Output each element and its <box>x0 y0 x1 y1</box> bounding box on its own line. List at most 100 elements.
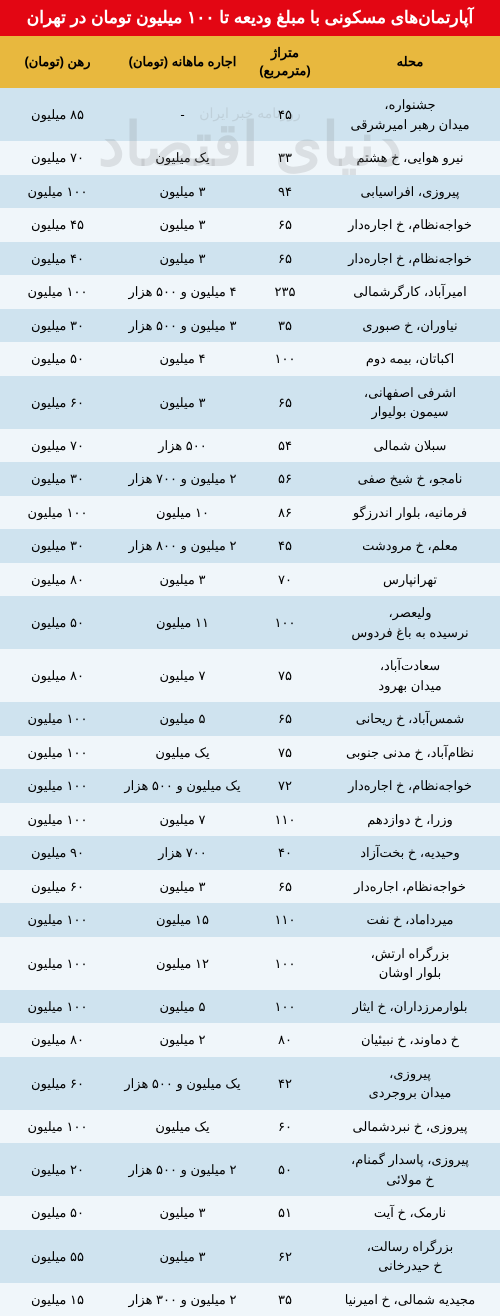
table-row: خواجه‌نظام، اجاره‌دار۶۵۳ میلیون۶۰ میلیون <box>0 870 500 904</box>
cell-rent: ۲ میلیون و ۷۰۰ هزار <box>115 462 250 496</box>
cell-location: جشنواره،میدان رهبر امیرشرقی <box>320 88 500 141</box>
cell-deposit: ۱۰۰ میلیون <box>0 736 115 770</box>
cell-location: نیرو هوایی، خ هشتم <box>320 141 500 175</box>
cell-area: ۱۰۰ <box>250 990 320 1024</box>
table-row: وزرا، خ دوازدهم۱۱۰۷ میلیون۱۰۰ میلیون <box>0 803 500 837</box>
cell-location: پیروزی،میدان بروجردی <box>320 1057 500 1110</box>
table-row: نظام‌آباد، خ مدنی جنوبی۷۵یک میلیون۱۰۰ می… <box>0 736 500 770</box>
table-row: نیاوران، خ صبوری۳۵۳ میلیون و ۵۰۰ هزار۳۰ … <box>0 309 500 343</box>
cell-area: ۱۱۰ <box>250 803 320 837</box>
cell-deposit: ۶۰ میلیون <box>0 1057 115 1110</box>
cell-deposit: ۵۵ میلیون <box>0 1230 115 1283</box>
cell-deposit: ۳۰ میلیون <box>0 462 115 496</box>
table-row: ولیعصر،نرسیده به باغ فردوس۱۰۰۱۱ میلیون۵۰… <box>0 596 500 649</box>
cell-rent: یک میلیون <box>115 736 250 770</box>
table-row: میرداماد، خ نفت۱۱۰۱۵ میلیون۱۰۰ میلیون <box>0 903 500 937</box>
cell-rent: یک میلیون <box>115 1110 250 1144</box>
cell-area: ۸۶ <box>250 496 320 530</box>
cell-location: پیروزی، خ نبردشمالی <box>320 1110 500 1144</box>
cell-area: ۱۰۰ <box>250 596 320 649</box>
cell-location: نظام‌آباد، خ مدنی جنوبی <box>320 736 500 770</box>
cell-location: نیاوران، خ صبوری <box>320 309 500 343</box>
cell-area: ۵۱ <box>250 1196 320 1230</box>
cell-area: ۶۵ <box>250 702 320 736</box>
cell-location: بزرگراه رسالت،خ حیدرخانی <box>320 1230 500 1283</box>
table-row: خ دماوند، خ نبیئیان۸۰۲ میلیون۸۰ میلیون <box>0 1023 500 1057</box>
cell-deposit: ۶۰ میلیون <box>0 376 115 429</box>
cell-area: ۴۲ <box>250 1057 320 1110</box>
cell-rent: ۴ میلیون <box>115 342 250 376</box>
cell-area: ۶۵ <box>250 376 320 429</box>
table-row: نارمک، خ آیت۵۱۳ میلیون۵۰ میلیون <box>0 1196 500 1230</box>
cell-rent: ۳ میلیون <box>115 208 250 242</box>
cell-deposit: ۸۰ میلیون <box>0 1023 115 1057</box>
cell-deposit: ۸۰ میلیون <box>0 649 115 702</box>
table-row: سعادت‌آباد،میدان بهرود۷۵۷ میلیون۸۰ میلیو… <box>0 649 500 702</box>
cell-area: ۵۴ <box>250 429 320 463</box>
table-row: اکباتان، بیمه دوم۱۰۰۴ میلیون۵۰ میلیون <box>0 342 500 376</box>
cell-deposit: ۴۰ میلیون <box>0 242 115 276</box>
cell-location: شمس‌آباد، خ ریحانی <box>320 702 500 736</box>
table-row: نیرو هوایی، خ هشتم۳۳یک میلیون۷۰ میلیون <box>0 141 500 175</box>
cell-deposit: ۲۰ میلیون <box>0 1143 115 1196</box>
cell-location: سبلان شمالی <box>320 429 500 463</box>
cell-area: ۶۵ <box>250 242 320 276</box>
table-row: امیرآباد، کارگرشمالی۲۳۵۴ میلیون و ۵۰۰ هز… <box>0 275 500 309</box>
cell-area: ۳۳ <box>250 141 320 175</box>
cell-location: خواجه‌نظام، خ اجاره‌دار <box>320 769 500 803</box>
table-row: بزرگراه رسالت،خ حیدرخانی۶۲۳ میلیون۵۵ میل… <box>0 1230 500 1283</box>
cell-deposit: ۱۰۰ میلیون <box>0 702 115 736</box>
cell-location: اشرفی اصفهانی،سیمون بولیوار <box>320 376 500 429</box>
cell-location: خواجه‌نظام، خ اجاره‌دار <box>320 242 500 276</box>
cell-rent: ۳ میلیون <box>115 175 250 209</box>
table-row: بلوارمرزداران، خ ایثار۱۰۰۵ میلیون۱۰۰ میل… <box>0 990 500 1024</box>
table-row: جشنواره،میدان رهبر امیرشرقی۴۵-۸۵ میلیون <box>0 88 500 141</box>
cell-area: ۷۰ <box>250 563 320 597</box>
cell-area: ۶۵ <box>250 870 320 904</box>
col-header-area: متراژ (مترمربع) <box>250 36 320 88</box>
table-row: تهرانپارس۷۰۳ میلیون۸۰ میلیون <box>0 563 500 597</box>
table-row: سبلان شمالی۵۴۵۰۰ هزار۷۰ میلیون <box>0 429 500 463</box>
cell-rent: ۷۰۰ هزار <box>115 836 250 870</box>
cell-area: ۲۳۵ <box>250 275 320 309</box>
col-header-deposit: رهن (تومان) <box>0 36 115 88</box>
cell-deposit: ۱۵ میلیون <box>0 1283 115 1316</box>
table-row: پیروزی، افراسیابی۹۴۳ میلیون۱۰۰ میلیون <box>0 175 500 209</box>
table-row: مجیدیه شمالی، خ امیرنیا۳۵۲ میلیون و ۳۰۰ … <box>0 1283 500 1316</box>
cell-location: پیروزی، پاسدار گمنام،خ مولائی <box>320 1143 500 1196</box>
table-row: خواجه‌نظام، خ اجاره‌دار۶۵۳ میلیون۴۵ میلی… <box>0 208 500 242</box>
cell-location: تهرانپارس <box>320 563 500 597</box>
cell-rent: ۳ میلیون <box>115 1230 250 1283</box>
cell-rent: ۲ میلیون و ۸۰۰ هزار <box>115 529 250 563</box>
cell-rent: یک میلیون و ۵۰۰ هزار <box>115 1057 250 1110</box>
table-row: شمس‌آباد، خ ریحانی۶۵۵ میلیون۱۰۰ میلیون <box>0 702 500 736</box>
cell-area: ۷۲ <box>250 769 320 803</box>
cell-location: خواجه‌نظام، اجاره‌دار <box>320 870 500 904</box>
col-header-location: محله <box>320 36 500 88</box>
table-row: معلم، خ مرودشت۴۵۲ میلیون و ۸۰۰ هزار۳۰ می… <box>0 529 500 563</box>
table-row: وحیدیه، خ بخت‌آزاد۴۰۷۰۰ هزار۹۰ میلیون <box>0 836 500 870</box>
cell-location: نارمک، خ آیت <box>320 1196 500 1230</box>
cell-rent: ۲ میلیون <box>115 1023 250 1057</box>
cell-area: ۷۵ <box>250 649 320 702</box>
cell-deposit: ۱۰۰ میلیون <box>0 496 115 530</box>
cell-area: ۱۱۰ <box>250 903 320 937</box>
table-row: خواجه‌نظام، خ اجاره‌دار۷۲یک میلیون و ۵۰۰… <box>0 769 500 803</box>
cell-location: بلوارمرزداران، خ ایثار <box>320 990 500 1024</box>
cell-rent: ۱۲ میلیون <box>115 937 250 990</box>
listings-table: محله متراژ (مترمربع) اجاره ماهانه (تومان… <box>0 36 500 1316</box>
cell-location: معلم، خ مرودشت <box>320 529 500 563</box>
cell-deposit: ۵۰ میلیون <box>0 596 115 649</box>
cell-rent: ۳ میلیون <box>115 242 250 276</box>
cell-area: ۵۰ <box>250 1143 320 1196</box>
cell-rent: ۱۵ میلیون <box>115 903 250 937</box>
cell-deposit: ۸۰ میلیون <box>0 563 115 597</box>
cell-rent: یک میلیون و ۵۰۰ هزار <box>115 769 250 803</box>
cell-rent: ۳ میلیون <box>115 563 250 597</box>
col-header-rent: اجاره ماهانه (تومان) <box>115 36 250 88</box>
cell-location: فرمانیه، بلوار اندرزگو <box>320 496 500 530</box>
table-row: پیروزی، خ نبردشمالی۶۰یک میلیون۱۰۰ میلیون <box>0 1110 500 1144</box>
cell-rent: ۷ میلیون <box>115 803 250 837</box>
table-row: نامجو، خ شیخ صفی۵۶۲ میلیون و ۷۰۰ هزار۳۰ … <box>0 462 500 496</box>
table-row: خواجه‌نظام، خ اجاره‌دار۶۵۳ میلیون۴۰ میلی… <box>0 242 500 276</box>
